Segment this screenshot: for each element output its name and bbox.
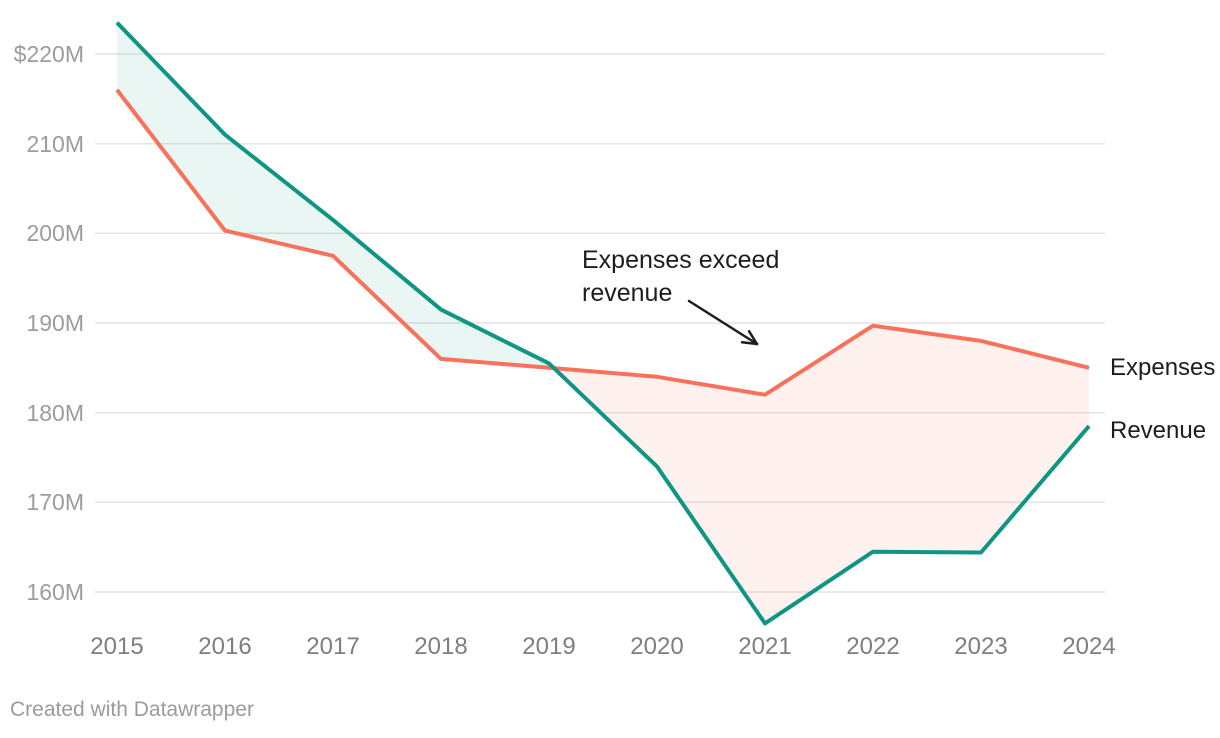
annotation-arrowhead — [740, 341, 759, 346]
x-axis-tick-label: 2019 — [522, 633, 576, 660]
x-axis-tick-label: 2021 — [738, 633, 792, 660]
annotation-text: Expenses exceed revenue — [582, 246, 780, 307]
x-axis-tick-label: 2015 — [90, 633, 144, 660]
y-axis-tick-label: $220M — [13, 41, 84, 67]
revenue-surplus-area — [117, 22, 555, 369]
expenses-line-label: Expenses — [1110, 354, 1216, 381]
expenses-exceed-area — [554, 325, 1089, 624]
revenue-line-label: Revenue — [1110, 417, 1207, 444]
y-axis-tick-label: 190M — [26, 310, 84, 336]
annotation-arrowhead — [747, 330, 759, 346]
x-axis-tick-label: 2020 — [630, 633, 684, 660]
x-axis-tick-label: 2016 — [198, 633, 252, 660]
annotation-arrow — [687, 299, 759, 346]
y-axis-tick-label: 160M — [26, 579, 84, 605]
y-axis-tick-label: 210M — [26, 130, 84, 157]
x-axis-tick-label: 2022 — [846, 633, 900, 660]
x-axis-tick-label: 2023 — [954, 633, 1008, 660]
plot-svg — [95, 21, 1105, 626]
x-axis-tick-label: 2024 — [1062, 633, 1116, 660]
expenses-line — [115, 88, 1090, 397]
revenue-line — [115, 21, 1091, 626]
y-axis-tick-label: 200M — [26, 220, 84, 247]
x-axis-tick-label: 2017 — [306, 633, 360, 660]
x-axis-tick-label: 2018 — [414, 633, 468, 660]
y-axis-tick-label: 170M — [26, 489, 84, 516]
datawrapper-credit: Created with Datawrapper — [10, 698, 254, 721]
y-axis-tick-label: 180M — [26, 399, 84, 426]
